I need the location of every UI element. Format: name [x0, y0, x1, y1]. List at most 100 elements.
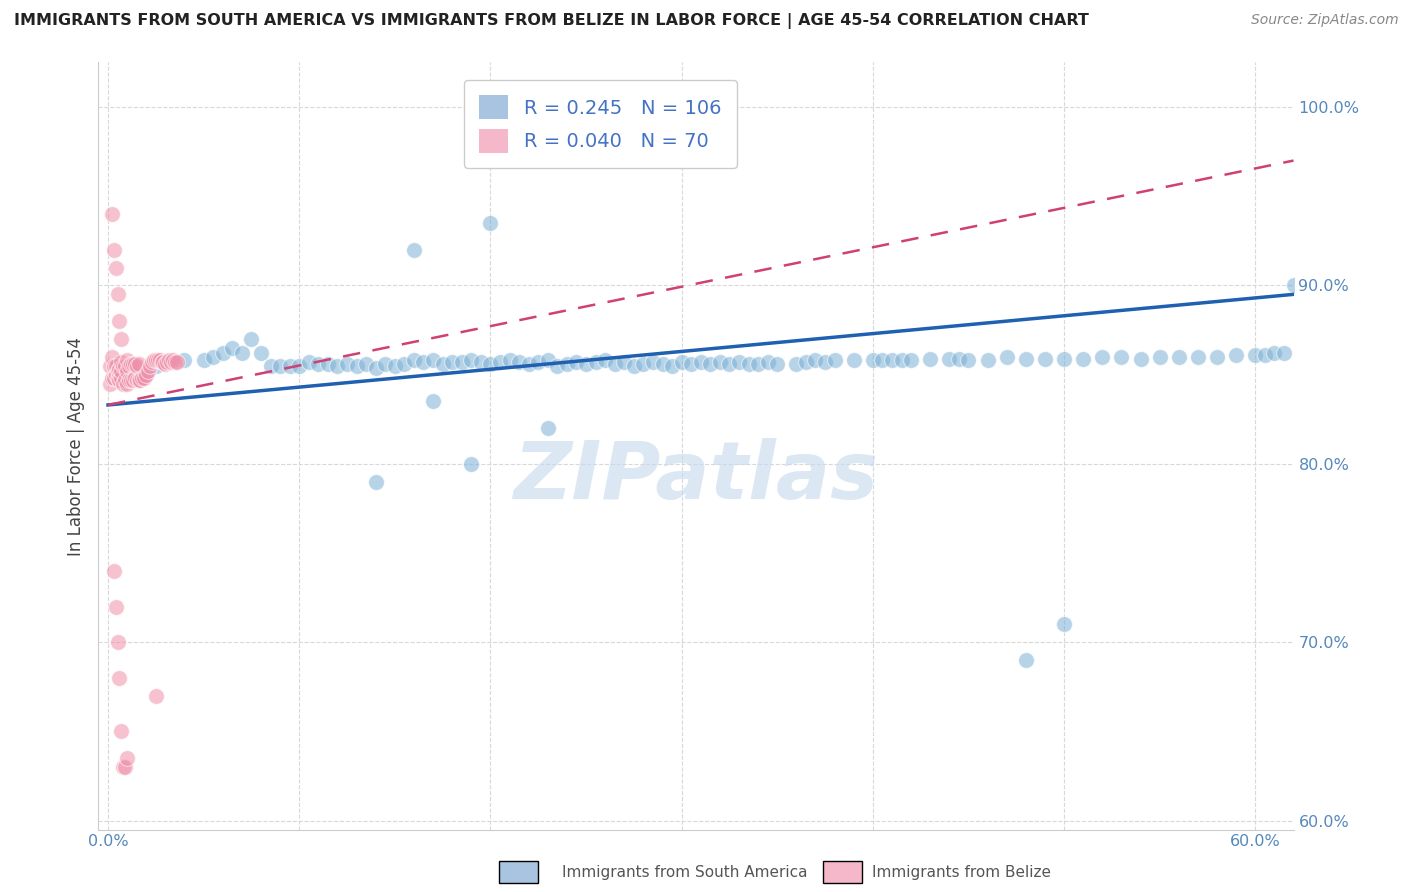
Point — [603, 357, 626, 371]
Point — [112, 760, 135, 774]
Point — [1129, 351, 1152, 366]
Point — [107, 287, 129, 301]
Text: IMMIGRANTS FROM SOUTH AMERICA VS IMMIGRANTS FROM BELIZE IN LABOR FORCE | AGE 45-: IMMIGRANTS FROM SOUTH AMERICA VS IMMIGRA… — [14, 13, 1088, 29]
Point — [107, 371, 129, 385]
Point — [115, 364, 138, 378]
Point — [166, 355, 188, 369]
Point — [150, 355, 173, 369]
Point — [115, 376, 138, 391]
Point — [145, 353, 167, 368]
Point — [145, 689, 167, 703]
Point — [346, 359, 368, 373]
Point — [412, 355, 434, 369]
Point — [661, 359, 683, 373]
Point — [110, 724, 132, 739]
Point — [699, 357, 721, 371]
Point — [114, 359, 136, 373]
Point — [460, 457, 482, 471]
Point — [737, 357, 759, 371]
Point — [103, 564, 125, 578]
Point — [651, 357, 673, 371]
Point — [623, 359, 645, 373]
Point — [1053, 617, 1076, 632]
Point — [613, 355, 636, 369]
Point — [995, 350, 1018, 364]
Point — [125, 373, 148, 387]
Point — [131, 371, 153, 385]
Point — [98, 359, 121, 373]
Point — [384, 359, 406, 373]
Point — [718, 357, 741, 371]
Point — [250, 346, 273, 360]
Point — [136, 364, 159, 378]
Point — [1111, 350, 1133, 364]
Point — [124, 371, 146, 385]
Point — [641, 355, 664, 369]
Point — [120, 373, 142, 387]
Point — [240, 332, 263, 346]
Point — [145, 359, 167, 373]
Point — [890, 353, 912, 368]
Point — [794, 355, 817, 369]
Point — [489, 355, 512, 369]
Point — [115, 353, 138, 368]
Point — [110, 364, 132, 378]
Point — [156, 355, 179, 369]
Point — [957, 353, 980, 368]
Point — [298, 355, 321, 369]
Point — [747, 357, 769, 371]
Legend: R = 0.245   N = 106, R = 0.040   N = 70: R = 0.245 N = 106, R = 0.040 N = 70 — [464, 79, 737, 168]
Point — [103, 359, 125, 373]
Point — [1015, 653, 1038, 667]
Point — [1149, 350, 1171, 364]
Point — [402, 243, 425, 257]
Point — [202, 350, 225, 364]
Point — [804, 353, 827, 368]
Point — [125, 359, 148, 373]
Point — [110, 355, 132, 369]
Point — [460, 353, 482, 368]
Point — [1071, 351, 1094, 366]
Point — [121, 373, 143, 387]
Point — [115, 751, 138, 765]
Point — [689, 355, 711, 369]
Text: Immigrants from South America: Immigrants from South America — [562, 865, 808, 880]
Point — [728, 355, 751, 369]
Text: ZIPatlas: ZIPatlas — [513, 438, 879, 516]
Point — [1244, 348, 1267, 362]
Point — [108, 671, 131, 685]
Point — [120, 357, 142, 371]
Point — [585, 355, 607, 369]
Point — [108, 314, 131, 328]
Point — [107, 635, 129, 649]
Point — [155, 357, 177, 371]
Point — [112, 376, 135, 391]
Point — [124, 357, 146, 371]
Point — [108, 373, 131, 387]
Point — [110, 332, 132, 346]
Point — [470, 355, 492, 369]
Point — [1263, 346, 1285, 360]
Point — [307, 357, 329, 371]
Point — [101, 207, 124, 221]
Point — [1206, 350, 1229, 364]
Point — [546, 359, 568, 373]
Point — [221, 341, 243, 355]
Point — [824, 353, 846, 368]
Point — [118, 359, 141, 373]
Point — [1225, 348, 1247, 362]
Point — [121, 357, 143, 371]
Text: Immigrants from Belize: Immigrants from Belize — [872, 865, 1050, 880]
Point — [118, 373, 141, 387]
Point — [157, 353, 180, 368]
Point — [98, 376, 121, 391]
Point — [537, 421, 560, 435]
Point — [134, 371, 156, 385]
Point — [163, 355, 186, 369]
Point — [1033, 351, 1056, 366]
Point — [211, 346, 233, 360]
Point — [862, 353, 884, 368]
Point — [364, 475, 387, 489]
Point — [128, 357, 150, 371]
Point — [842, 353, 865, 368]
